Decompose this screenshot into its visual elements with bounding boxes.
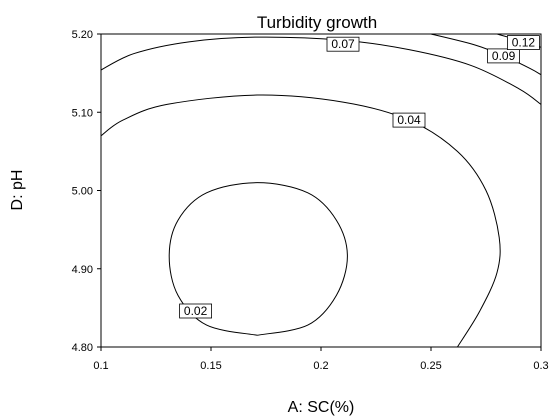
contour-line-0.02: [168, 182, 348, 336]
y-tick-label: 5.00: [72, 186, 93, 198]
contour-label: 0.12: [512, 36, 536, 50]
x-tick-label: 0.1: [93, 360, 108, 372]
contour-label-box: [179, 303, 213, 319]
x-tick-label: 0.15: [200, 360, 221, 372]
contour-label: 0.02: [184, 304, 208, 318]
y-tick-label: 4.80: [72, 342, 93, 354]
x-axis-ticks: 0.1 0.15 0.2 0.25 0.3: [93, 347, 549, 372]
contour-label: 0.04: [397, 113, 421, 127]
y-tick-label: 5.10: [72, 107, 93, 119]
chart-title: Turbidity growth: [257, 13, 377, 32]
contour-label-box: [326, 36, 360, 52]
y-axis-label: D: pH: [9, 170, 26, 211]
x-tick-label: 0.25: [420, 360, 441, 372]
contour-label-box: [487, 48, 521, 64]
contour-label-box: [506, 35, 540, 50]
y-axis-ticks: 4.80 4.90 5.00 5.10 5.20: [72, 29, 101, 354]
contour-label: 0.07: [331, 37, 355, 51]
x-tick-label: 0.2: [313, 360, 328, 372]
y-tick-label: 4.90: [72, 264, 93, 276]
contour-labels: 0.02 0.04 0.07 0.090.12: [179, 35, 540, 319]
contour-label-box: [392, 112, 426, 128]
y-tick-label: 5.20: [72, 29, 93, 41]
plot-area: [100, 33, 542, 348]
contour-label: 0.09: [492, 49, 516, 63]
x-axis-label: A: SC(%): [288, 399, 355, 416]
x-tick-label: 0.3: [533, 360, 548, 372]
